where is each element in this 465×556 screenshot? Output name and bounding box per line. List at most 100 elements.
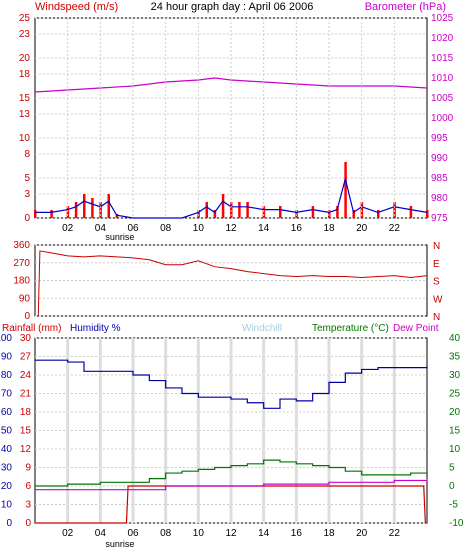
panel3-vband (229, 338, 233, 523)
windspeed-line (35, 178, 428, 219)
panel3-xtick: 06 (127, 528, 139, 539)
panel1-ytick: 8 (24, 149, 30, 160)
panel2-compass-label: W (433, 294, 443, 305)
panel1-ytick: 10 (19, 133, 31, 144)
panel1-xtick: 10 (193, 223, 205, 234)
temperature-tick: 30 (449, 370, 461, 381)
windspeed-bar (205, 202, 208, 218)
panel1-xtick: 20 (356, 223, 368, 234)
panel3-vband (327, 338, 331, 523)
panel3-xtick: 20 (356, 528, 368, 539)
windspeed-bar (352, 210, 355, 218)
panel3-vband (66, 338, 70, 523)
panel1-y2tick: 980 (431, 193, 448, 204)
panel3-xtick: 02 (62, 528, 74, 539)
barometer-line (34, 77, 428, 93)
panel1-ytick: 5 (24, 173, 30, 184)
panel2-ytick: 360 (13, 240, 30, 251)
panel1-ytick: 20 (19, 53, 31, 64)
windspeed-bar (221, 194, 225, 218)
panel3-vband (392, 338, 396, 523)
panel3-xtick: 18 (323, 528, 335, 539)
windspeed-bar (336, 206, 339, 218)
humidity-tick: 60 (1, 407, 13, 418)
panel2-ytick: 90 (19, 293, 31, 304)
rainfall-tick: 27 (20, 352, 32, 363)
panel1-y2tick: 1010 (431, 73, 454, 84)
panel2-compass-label: N (433, 241, 440, 252)
humidity-tick: 30 (1, 463, 13, 474)
panel2-compass-label: E (433, 259, 440, 270)
windspeed-bar (50, 210, 53, 218)
panel3-xtick: 12 (225, 528, 237, 539)
windspeed-bar (34, 210, 37, 218)
windspeed-bar (409, 206, 413, 218)
rainfall-label: Rainfall (mm) (2, 323, 61, 334)
rainfall-tick: 6 (25, 481, 31, 492)
windspeed-bar (213, 210, 217, 218)
wind-direction-line (37, 250, 428, 317)
humidity-tick: 70 (1, 389, 13, 400)
temperature-tick: 5 (449, 463, 455, 474)
panel1-ytick: 0 (24, 213, 30, 224)
rainfall-tick: 21 (20, 389, 32, 400)
windspeed-bar (107, 194, 110, 218)
panel3-xtick: 16 (291, 528, 303, 539)
humidity-tick: 10 (1, 500, 13, 511)
panel1-sunrise-label: sunrise (105, 232, 134, 242)
windspeed-bar (279, 206, 282, 218)
panel1-ytick: 3 (24, 189, 30, 200)
header-left-label: Windspeed (m/s) (35, 1, 118, 13)
dewpoint-line (35, 478, 428, 491)
panel3-xtick: 10 (193, 528, 205, 539)
header-right-label: Barometer (hPa) (365, 1, 446, 13)
panel1-ytick: 13 (19, 109, 31, 120)
panel1-xtick: 22 (389, 223, 401, 234)
rainfall-tick: 9 (25, 463, 31, 474)
panel3-xtick: 22 (389, 528, 401, 539)
panel2-compass-label: N (433, 312, 440, 323)
panel1-ytick: 18 (19, 69, 31, 80)
panel1-y2tick: 1020 (431, 33, 454, 44)
windspeed-bar (115, 214, 119, 218)
dewpoint-label: Dew Point (393, 323, 439, 334)
panel3-xtick: 14 (258, 528, 270, 539)
windchill-label: Windchill (242, 323, 282, 334)
temperature-line (35, 459, 427, 487)
temperature-tick: -10 (449, 518, 464, 529)
panel1-xtick: 16 (291, 223, 303, 234)
temperature-label: Temperature (°C) (312, 323, 389, 334)
humidity-tick: 20 (1, 481, 13, 492)
panel1-xtick: 02 (62, 223, 74, 234)
temperature-tick: 0 (449, 481, 455, 492)
windspeed-bar (377, 210, 380, 218)
temperature-tick: 20 (449, 407, 461, 418)
rainfall-tick: 15 (20, 426, 32, 437)
windspeed-bar (426, 210, 429, 218)
panel3-vband (294, 338, 298, 523)
humidity-tick: 90 (1, 352, 13, 363)
panel3-vband (262, 338, 266, 523)
humidity-tick: 40 (1, 444, 13, 455)
humidity-tick: 80 (1, 370, 13, 381)
panel1-y2tick: 1015 (431, 53, 454, 64)
panel3-vband (196, 338, 200, 523)
rainfall-tick: 3 (25, 500, 31, 511)
panel2-compass-label: S (433, 277, 440, 288)
panel2-ytick: 180 (13, 276, 30, 287)
panel1-xtick: 18 (323, 223, 335, 234)
panel1-xtick: 06 (127, 223, 139, 234)
panel1-ytick: 23 (19, 29, 31, 40)
panel3-vband (131, 338, 135, 523)
humidity-tick: 50 (1, 426, 13, 437)
panel3-vband (98, 338, 102, 523)
rainfall-tick: 0 (25, 518, 31, 529)
panel1-y2tick: 995 (431, 133, 448, 144)
rainfall-tick: 30 (20, 333, 32, 344)
windspeed-bar (74, 202, 78, 218)
rainfall-line (35, 485, 427, 524)
rainfall-tick: 12 (20, 444, 32, 455)
windspeed-bar (238, 202, 241, 218)
temperature-tick: 15 (449, 426, 461, 437)
